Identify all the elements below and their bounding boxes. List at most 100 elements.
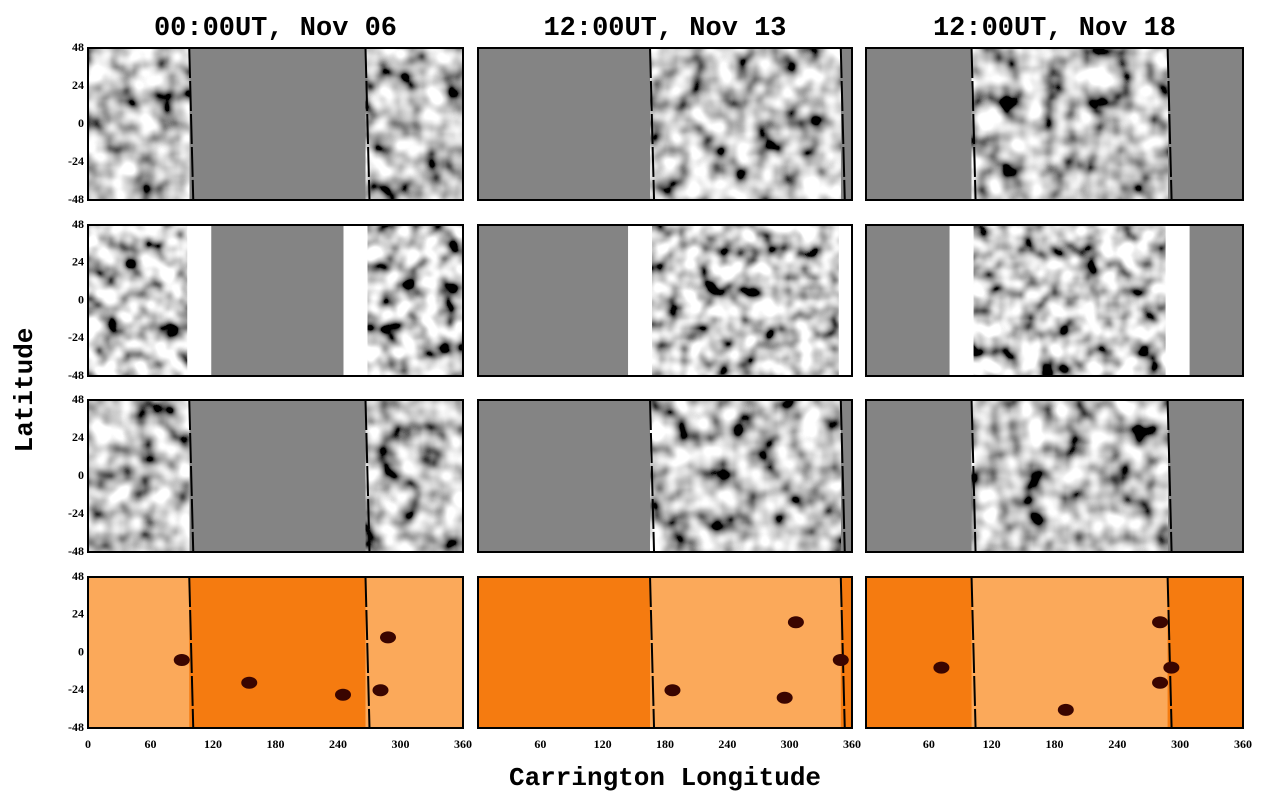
far-side-region [971,400,1168,552]
column-title: 00:00UT, Nov 06 [154,14,397,44]
boundary-line [839,576,846,729]
x-tick-label: 300 [392,737,410,751]
y-tick-label: -24 [68,682,84,696]
x-tick-label: 60 [145,737,157,751]
boundary-line [1166,399,1173,553]
panel-frame [865,47,1244,201]
boundary-line [188,47,195,201]
y-tick-label: 48 [72,40,84,54]
active-region [241,676,258,689]
boundary-line [188,399,195,553]
panel-frame [87,224,464,377]
x-tick-label: 60 [534,737,546,751]
y-tick-label: 24 [72,607,84,621]
y-tick-label: 24 [72,430,84,444]
active-region [1152,676,1169,689]
x-tick-label: 240 [1108,737,1126,751]
far-side-region [88,400,190,552]
x-tick-label: 300 [1171,737,1189,751]
y-tick-label: 48 [72,392,84,406]
x-tick-label: 120 [594,737,612,751]
boundary-line [970,47,977,201]
x-tick-label: 0 [85,737,91,751]
boundary-line [649,47,656,201]
panel-frame [87,47,464,201]
boundary-line [649,576,656,729]
y-tick-label: 24 [72,255,84,269]
x-tick-label: 360 [1234,737,1252,751]
x-tick-label: 240 [329,737,347,751]
panel-frame [87,399,464,553]
active-region [173,654,190,667]
boundary-line [1166,47,1173,201]
far-side-region [365,400,463,552]
near-side-region [971,577,1168,728]
far-side-region [88,48,190,200]
y-tick-label: 0 [78,644,84,658]
y-tick-label: 24 [72,78,84,92]
y-tick-label: -48 [68,544,84,558]
near-side-region [650,577,841,728]
boundary-line [839,47,846,201]
x-tick-label: 120 [204,737,222,751]
far-side-region [971,225,1168,376]
x-tick-label: 60 [923,737,935,751]
y-tick-label: -24 [68,154,84,168]
boundary-line [364,47,371,201]
panel-frame [865,399,1244,553]
gap-bar [187,225,212,376]
active-region [335,688,351,701]
boundary-line [649,399,656,553]
y-tick-label: -48 [68,368,84,382]
boundary-line [970,399,977,553]
panel-frame [477,47,853,201]
gap-bar [628,225,653,376]
gap-bar [949,225,974,376]
active-region [664,684,681,697]
x-tick-label: 180 [1046,737,1064,751]
column-title: 12:00UT, Nov 18 [933,14,1176,44]
boundary-line [1166,576,1173,729]
column-title: 12:00UT, Nov 13 [543,14,786,44]
x-tick-label: 120 [983,737,1001,751]
active-region [776,691,793,704]
y-tick-label: 0 [78,468,84,482]
far-side-region [88,225,190,376]
x-tick-label: 180 [656,737,674,751]
y-tick-label: -24 [68,330,84,344]
x-tick-label: 300 [781,737,799,751]
active-region [787,616,804,629]
panel-frame [477,576,853,729]
y-tick-label: 48 [72,217,84,231]
far-side-region [650,225,841,376]
y-axis-label: Latitude [10,328,40,453]
far-side-region [650,48,841,200]
panel-frame [477,224,853,377]
panel-frame [865,576,1244,729]
far-side-region [365,225,463,376]
y-tick-label: 0 [78,116,84,130]
boundary-line [839,399,846,553]
y-tick-label: 48 [72,569,84,583]
near-side-region [365,577,463,728]
active-region [1163,661,1180,674]
x-tick-label: 240 [718,737,736,751]
y-tick-label: 0 [78,292,84,306]
far-side-region [365,48,463,200]
near-side-region [88,577,190,728]
boundary-line [970,576,977,729]
x-tick-label: 360 [843,737,861,751]
y-tick-label: -48 [68,720,84,734]
panel-frame [87,576,464,729]
active-region [832,654,849,667]
x-tick-label: 360 [454,737,472,751]
active-region [372,684,389,697]
boundary-line [364,399,371,553]
panels: 00:00UT, Nov 0648240-24-4848240-24-48482… [68,14,1252,751]
gap-bar [838,225,863,376]
far-side-region [971,48,1168,200]
active-region [380,631,396,644]
active-region [933,661,950,674]
panel-frame [477,399,853,553]
